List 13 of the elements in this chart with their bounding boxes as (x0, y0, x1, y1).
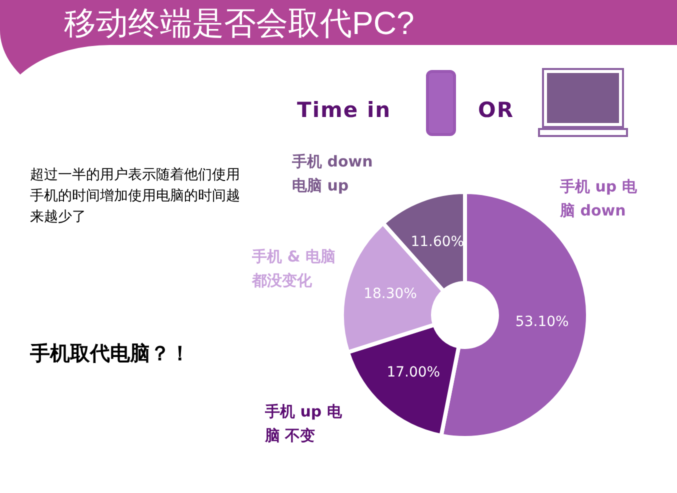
text: 超过一半的用户表示随着他们使用手机的时间增加使用电脑的时间越来越少了 (30, 166, 241, 227)
text: 手机取代电脑？！ (30, 340, 190, 367)
slice-label: 手机 down 电脑 up (291, 152, 373, 194)
data-label: 53.10% (515, 314, 569, 330)
slice-label: 手机 up 电脑 down (559, 177, 638, 220)
data-label: 11.60% (410, 234, 464, 250)
chart-title: 移动终端是否会取代PC? (64, 4, 414, 43)
slice-label: 手机 up 电脑 不变 (264, 402, 343, 444)
slice-label: 手机 & 电脑都没变化 (251, 247, 336, 290)
text: OR (478, 98, 514, 122)
data-label: 18.30% (364, 286, 417, 302)
data-label: 17.00% (386, 364, 440, 380)
text: Time in (297, 98, 392, 122)
